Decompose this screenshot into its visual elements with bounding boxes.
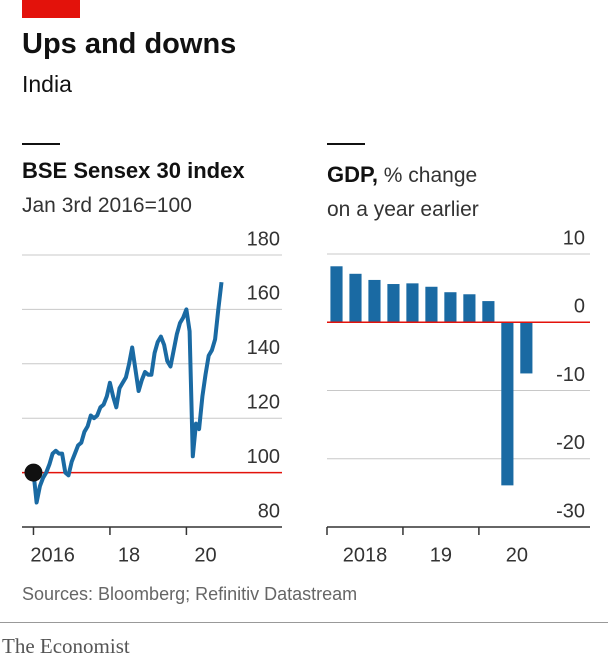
bar — [406, 283, 419, 323]
red-tag — [22, 0, 80, 18]
y-tick-label: 100 — [247, 446, 280, 468]
panel-subtitle: Jan 3rd 2016=100 — [22, 194, 192, 217]
rule — [327, 143, 365, 145]
rule — [22, 143, 60, 145]
bar — [425, 286, 438, 323]
y-tick-label: 140 — [247, 337, 280, 359]
y-tick-label: 80 — [258, 500, 280, 522]
panel-title: GDP, — [327, 162, 378, 187]
bar — [520, 322, 533, 374]
start-dot — [24, 463, 43, 482]
x-tick-label: 2016 — [30, 544, 75, 566]
y-tick-label: 120 — [247, 391, 280, 413]
x-tick-label: 20 — [506, 544, 528, 566]
bar — [444, 292, 457, 323]
brand: The Economist — [2, 634, 130, 658]
footer-rule — [0, 622, 608, 623]
y-tick-label: -30 — [556, 500, 585, 522]
y-tick-label: 10 — [563, 227, 585, 249]
index-line — [31, 281, 224, 505]
title: Ups and downs — [22, 28, 237, 60]
x-tick-label: 20 — [194, 544, 216, 566]
x-tick-label: 19 — [430, 544, 452, 566]
bar — [349, 273, 362, 323]
y-tick-label: -20 — [556, 432, 585, 454]
y-tick-label: 160 — [247, 283, 280, 305]
y-tick-label: 0 — [574, 296, 585, 318]
y-tick-label: -10 — [556, 364, 585, 386]
y-tick-label: 180 — [247, 228, 280, 250]
bar — [501, 322, 514, 486]
panel-header: GDP, % change on a year earlier — [327, 158, 505, 227]
bar — [482, 301, 495, 323]
source: Sources: Bloomberg; Refinitiv Datastream — [22, 584, 358, 604]
bar — [387, 284, 400, 323]
x-tick-label: 2018 — [343, 544, 388, 566]
bar — [463, 294, 476, 323]
panel-subtitle: % change on a year earlier — [327, 164, 479, 221]
x-tick-label: 18 — [118, 544, 140, 566]
subtitle: India — [22, 71, 72, 97]
panel-title: BSE Sensex 30 index — [22, 158, 245, 183]
bar — [368, 279, 381, 323]
bar — [330, 266, 343, 323]
